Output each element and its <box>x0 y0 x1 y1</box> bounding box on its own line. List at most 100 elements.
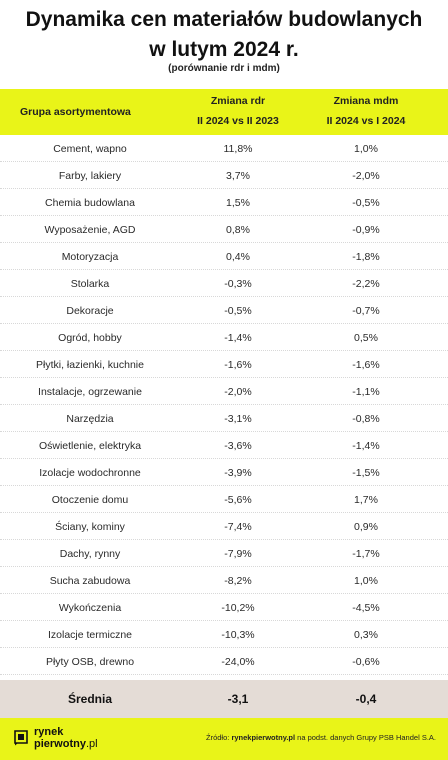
logo-text: rynek pierwotny.pl <box>34 726 98 750</box>
table-row: Wykończenia -10,2% -4,5% <box>0 594 448 621</box>
row-group-cell: Oświetlenie, elektryka <box>38 440 142 452</box>
title-block: Dynamika cen materiałów budowlanych w lu… <box>0 5 448 65</box>
average-mdm: -0,4 <box>355 692 377 706</box>
row-rdr-cell: 1,5% <box>226 197 250 209</box>
page-title-line-1: Dynamika cen materiałów budowlanych <box>25 8 423 31</box>
logo-tld: .pl <box>85 738 98 750</box>
row-rdr-cell: -7,4% <box>224 521 252 533</box>
average-row: Średnia -3,1 -0,4 <box>0 680 448 718</box>
row-rdr-cell: -3,9% <box>224 467 252 479</box>
table-row: Oświetlenie, elektryka -3,6% -1,4% <box>0 432 448 459</box>
table-row: Farby, lakiery 3,7% -2,0% <box>0 162 448 189</box>
row-rdr-cell: -1,6% <box>224 359 252 371</box>
page-subtitle: (porównanie rdr i mdm) <box>168 63 280 74</box>
table-row: Wyposażenie, AGD 0,8% -0,9% <box>0 216 448 243</box>
row-group-cell: Cement, wapno <box>53 143 127 155</box>
row-mdm-cell: 0,9% <box>354 521 378 533</box>
row-mdm-cell: 1,0% <box>354 575 378 587</box>
row-group-cell: Chemia budowlana <box>45 197 135 209</box>
row-mdm-cell: 0,3% <box>354 629 378 641</box>
row-mdm-cell: -4,5% <box>352 602 380 614</box>
row-group-cell: Ogród, hobby <box>58 332 122 344</box>
row-rdr-cell: -24,0% <box>221 656 255 668</box>
row-rdr-cell: -0,5% <box>224 305 252 317</box>
row-mdm-cell: -1,1% <box>352 386 380 398</box>
row-group-cell: Farby, lakiery <box>58 170 122 182</box>
row-mdm-cell: -0,5% <box>352 197 380 209</box>
row-mdm-cell: 1,7% <box>354 494 378 506</box>
row-group-cell: Dekoracje <box>66 305 114 317</box>
row-group-cell: Sucha zabudowa <box>49 575 131 587</box>
row-group-cell: Wyposażenie, AGD <box>44 224 136 236</box>
row-rdr-cell: 0,4% <box>226 251 250 263</box>
table-row: Instalacje, ogrzewanie -2,0% -1,1% <box>0 378 448 405</box>
row-group-cell: Ściany, kominy <box>55 521 125 533</box>
row-mdm-cell: 0,5% <box>354 332 378 344</box>
column-header-rdr-period: II 2024 vs II 2023 <box>197 115 279 127</box>
row-mdm-cell: -1,7% <box>352 548 380 560</box>
table-row: Izolacje termiczne -10,3% 0,3% <box>0 621 448 648</box>
row-group-cell: Motoryzacja <box>61 251 119 263</box>
source-note: Źródło: rynekpierwotny.pl na podst. dany… <box>206 733 436 742</box>
table-row: Chemia budowlana 1,5% -0,5% <box>0 189 448 216</box>
logo-line-2: pierwotny.pl <box>34 738 98 750</box>
table-header: Grupa asortymentowa Zmiana rdr II 2024 v… <box>0 89 448 135</box>
row-mdm-cell: -1,4% <box>352 440 380 452</box>
row-rdr-cell: -1,4% <box>224 332 252 344</box>
table-row: Sucha zabudowa -8,2% 1,0% <box>0 567 448 594</box>
table-row: Dekoracje -0,5% -0,7% <box>0 297 448 324</box>
table-row: Płyty OSB, drewno -24,0% -0,6% <box>0 648 448 675</box>
table-row: Otoczenie domu -5,6% 1,7% <box>0 486 448 513</box>
row-rdr-cell: -10,3% <box>221 629 255 641</box>
row-group-cell: Płyty OSB, drewno <box>45 656 135 668</box>
row-mdm-cell: -0,8% <box>352 413 380 425</box>
table-row: Stolarka -0,3% -2,2% <box>0 270 448 297</box>
logo-line-1: rynek <box>34 726 64 738</box>
row-mdm-cell: -1,8% <box>352 251 380 263</box>
row-group-cell: Izolacje termiczne <box>47 629 133 641</box>
table-row: Izolacje wodochronne -3,9% -1,5% <box>0 459 448 486</box>
row-group-cell: Izolacje wodochronne <box>39 467 141 479</box>
row-group-cell: Otoczenie domu <box>51 494 129 506</box>
row-rdr-cell: -2,0% <box>224 386 252 398</box>
row-rdr-cell: -7,9% <box>224 548 252 560</box>
table-row: Płytki, łazienki, kuchnie -1,6% -1,6% <box>0 351 448 378</box>
row-mdm-cell: -0,7% <box>352 305 380 317</box>
logo-brand: pierwotny <box>34 738 86 750</box>
row-group-cell: Wykończenia <box>58 602 122 614</box>
table-row: Ogród, hobby -1,4% 0,5% <box>0 324 448 351</box>
row-mdm-cell: -2,0% <box>352 170 380 182</box>
footer: rynek pierwotny.pl Źródło: rynekpierwotn… <box>0 718 448 760</box>
average-rdr: -3,1 <box>227 692 249 706</box>
column-header-group: Grupa asortymentowa <box>20 106 131 118</box>
row-group-cell: Stolarka <box>70 278 110 290</box>
column-header-rdr-title: Zmiana rdr <box>210 95 266 107</box>
row-rdr-cell: -10,2% <box>221 602 255 614</box>
row-group-cell: Płytki, łazienki, kuchnie <box>36 359 144 371</box>
row-rdr-cell: 3,7% <box>226 170 250 182</box>
table-row: Ściany, kominy -7,4% 0,9% <box>0 513 448 540</box>
row-mdm-cell: -1,5% <box>352 467 380 479</box>
source-site: rynekpierwotny.pl <box>231 733 296 742</box>
source-suffix: na podst. danych Grupy PSB Handel S.A. <box>295 733 436 742</box>
row-rdr-cell: -3,1% <box>224 413 252 425</box>
row-rdr-cell: 11,8% <box>223 143 253 155</box>
row-rdr-cell: 0,8% <box>226 224 250 236</box>
row-mdm-cell: -0,6% <box>352 656 380 668</box>
table-row: Cement, wapno 11,8% 1,0% <box>0 135 448 162</box>
logo-icon <box>14 730 28 746</box>
row-mdm-cell: -2,2% <box>352 278 380 290</box>
column-header-mdm-period: II 2024 vs I 2024 <box>326 115 406 127</box>
page-title-line-2: w lutym 2024 r. <box>149 38 299 61</box>
table-row: Motoryzacja 0,4% -1,8% <box>0 243 448 270</box>
row-group-cell: Instalacje, ogrzewanie <box>38 386 142 398</box>
row-rdr-cell: -8,2% <box>224 575 252 587</box>
row-mdm-cell: -0,9% <box>352 224 380 236</box>
average-label: Średnia <box>67 692 112 706</box>
column-header-mdm-title: Zmiana mdm <box>333 95 399 107</box>
row-rdr-cell: -3,6% <box>224 440 252 452</box>
row-mdm-cell: -1,6% <box>352 359 380 371</box>
source-prefix: Źródło: <box>206 733 232 742</box>
row-rdr-cell: -0,3% <box>224 278 252 290</box>
row-rdr-cell: -5,6% <box>224 494 252 506</box>
